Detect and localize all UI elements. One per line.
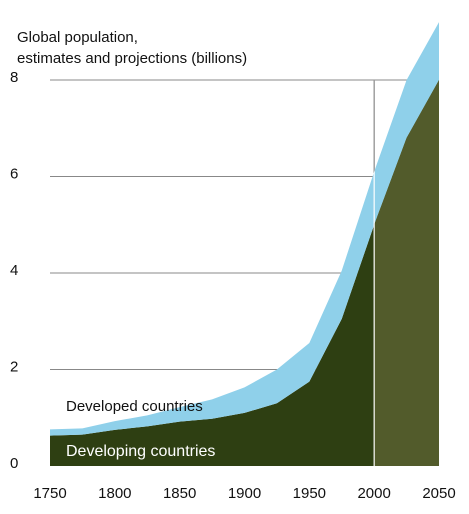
x-tick-label: 1750 bbox=[33, 485, 66, 502]
chart-title: Global population, bbox=[17, 29, 138, 46]
y-tick-label: 4 bbox=[10, 262, 18, 279]
y-tick-label: 6 bbox=[10, 165, 18, 182]
x-tick-label: 1850 bbox=[163, 485, 196, 502]
x-tick-label: 1950 bbox=[293, 485, 326, 502]
y-tick-label: 2 bbox=[10, 358, 18, 375]
legend-label: Developed countries bbox=[66, 398, 203, 415]
area bbox=[50, 80, 439, 466]
y-tick-label: 0 bbox=[10, 455, 18, 472]
area bbox=[50, 22, 439, 436]
chart-title: estimates and projections (billions) bbox=[17, 50, 247, 67]
x-tick-label: 2000 bbox=[357, 485, 390, 502]
legend-label: Developing countries bbox=[66, 443, 215, 460]
x-tick-label: 2050 bbox=[422, 485, 455, 502]
x-tick-label: 1900 bbox=[228, 485, 261, 502]
y-tick-label: 8 bbox=[10, 69, 18, 86]
x-tick-label: 1800 bbox=[98, 485, 131, 502]
